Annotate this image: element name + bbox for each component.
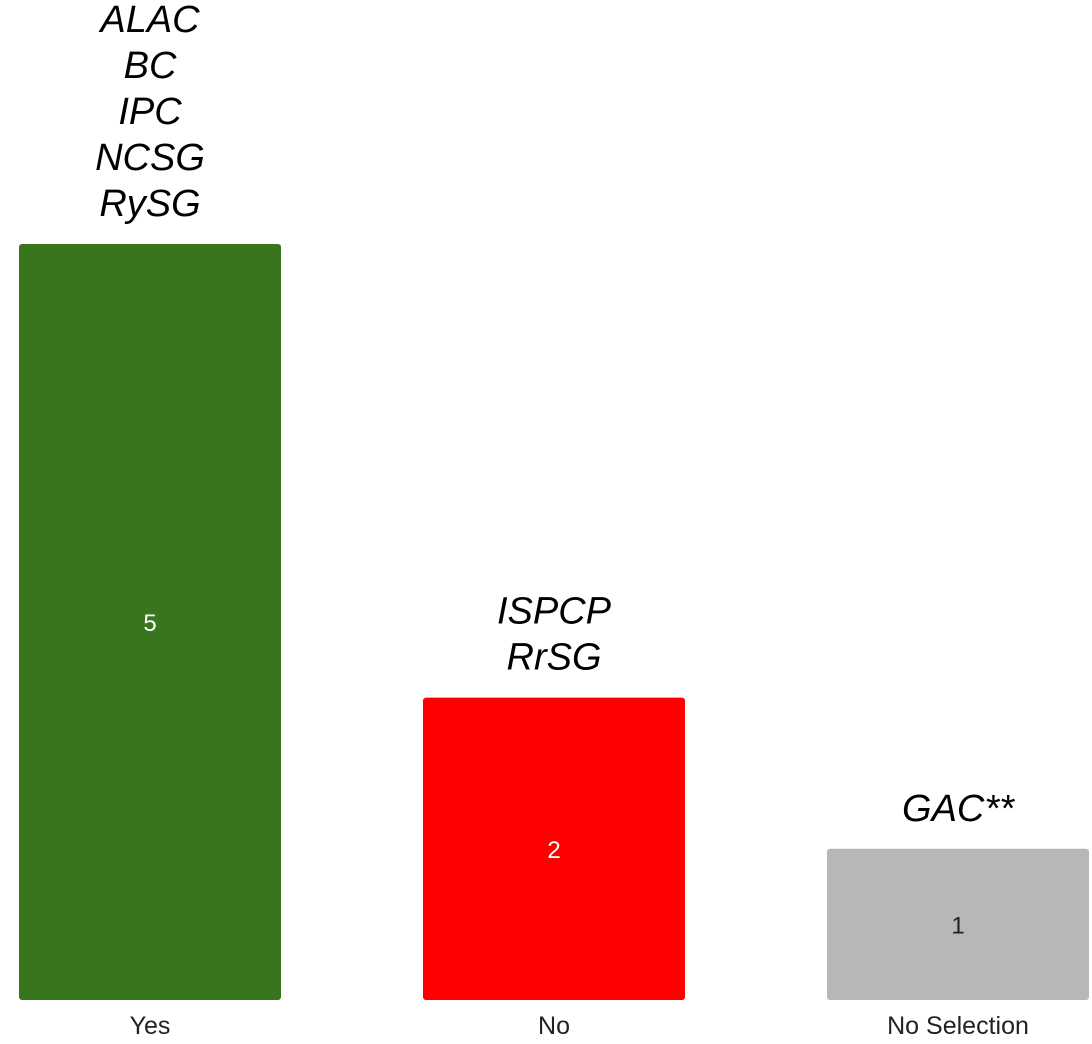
bar-annotation: NCSG — [95, 137, 205, 179]
bar-annotation: RrSG — [507, 637, 602, 679]
bar-no-selection — [827, 848, 1089, 1000]
category-label: Yes — [130, 1012, 171, 1040]
bar-no — [423, 697, 685, 1000]
category-label: No Selection — [887, 1012, 1029, 1040]
bars-layer — [19, 244, 1089, 1000]
bar-annotation: ALAC — [98, 0, 200, 41]
bar-value-label: 2 — [547, 837, 560, 864]
bar-yes — [19, 244, 281, 1000]
bar-annotation: BC — [124, 45, 177, 87]
bar-annotation: IPC — [118, 91, 182, 133]
category-label: No — [538, 1012, 570, 1040]
bar-annotation: RySG — [99, 183, 200, 225]
bar-value-label: 1 — [951, 912, 964, 939]
bar-value-label: 5 — [143, 610, 156, 637]
bar-annotation: ISPCP — [497, 591, 612, 633]
bar-annotation: GAC** — [902, 788, 1015, 830]
